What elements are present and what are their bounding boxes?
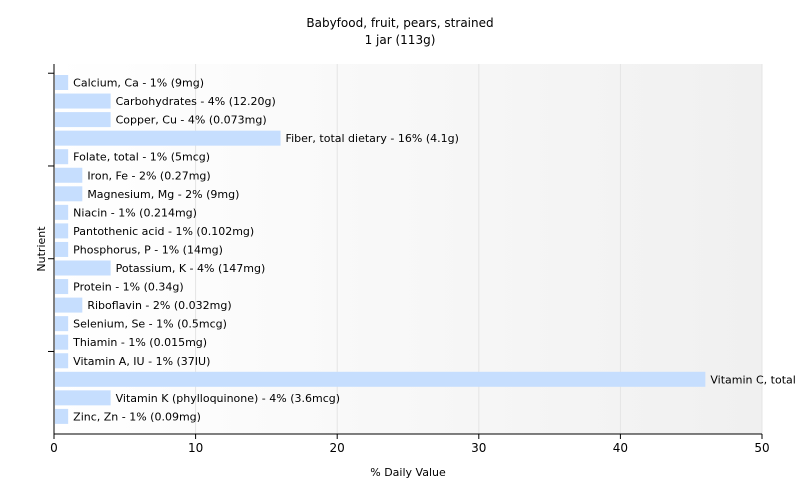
bar: [55, 93, 111, 109]
bar-label: Iron, Fe - 2% (0.27mg): [87, 169, 210, 182]
bar: [55, 316, 69, 332]
bar-label: Riboflavin - 2% (0.032mg): [87, 299, 231, 312]
bar-label: Niacin - 1% (0.214mg): [73, 206, 197, 219]
x-tick-label: 0: [50, 441, 58, 455]
bar-label: Vitamin K (phylloquinone) - 4% (3.6mcg): [116, 392, 340, 405]
bar-label: Copper, Cu - 4% (0.073mg): [116, 114, 267, 127]
bar: [55, 353, 69, 369]
bar-label: Calcium, Ca - 1% (9mg): [73, 77, 204, 90]
bar-label: Potassium, K - 4% (147mg): [116, 262, 266, 275]
bar-label: Selenium, Se - 1% (0.5mcg): [73, 318, 227, 331]
bar-label: Magnesium, Mg - 2% (9mg): [87, 188, 239, 201]
bar-label: Carbohydrates - 4% (12.20g): [116, 95, 276, 108]
bar: [55, 186, 83, 202]
x-ticks: 0 10 20 30 40 50: [50, 434, 770, 455]
chart-title: Babyfood, fruit, pears, strained: [306, 16, 493, 30]
x-tick-label: 20: [330, 441, 345, 455]
bar: [55, 149, 69, 165]
bar: [55, 112, 111, 128]
bar: [55, 130, 281, 146]
bars: Calcium, Ca - 1% (9mg) Carbohydrates - 4%…: [55, 75, 800, 424]
bar-label: Folate, total - 1% (5mcg): [73, 151, 210, 164]
x-tick-label: 50: [754, 441, 769, 455]
bar: [55, 241, 69, 257]
bar: [55, 390, 111, 406]
bar-label: Fiber, total dietary - 16% (4.1g): [286, 132, 459, 145]
y-axis-label: Nutrient: [35, 226, 48, 272]
bar: [55, 223, 69, 239]
bar-label: Phosphorus, P - 1% (14mg): [73, 243, 223, 256]
bar-label: Thiamin - 1% (0.015mg): [72, 336, 207, 349]
x-axis-label: % Daily Value: [370, 466, 446, 479]
x-tick-label: 10: [188, 441, 203, 455]
bar-label: Vitamin C, total ascorbic acid - 46% (27…: [710, 373, 800, 386]
chart-subtitle: 1 jar (113g): [365, 33, 436, 47]
bar-label: Pantothenic acid - 1% (0.102mg): [73, 225, 254, 238]
bar: [55, 297, 83, 313]
bar: [55, 167, 83, 183]
bar: [55, 371, 706, 387]
bar-label: Zinc, Zn - 1% (0.09mg): [73, 410, 201, 423]
bar: [55, 75, 69, 90]
bar: [55, 408, 69, 424]
bar: [55, 260, 111, 276]
bar: [55, 334, 69, 350]
bar-label: Vitamin A, IU - 1% (37IU): [73, 355, 210, 368]
bar: [55, 279, 69, 295]
x-tick-label: 30: [471, 441, 486, 455]
bar-label: Protein - 1% (0.34g): [73, 281, 184, 294]
x-tick-label: 40: [613, 441, 628, 455]
axes: [48, 64, 762, 435]
bar: [55, 204, 69, 220]
